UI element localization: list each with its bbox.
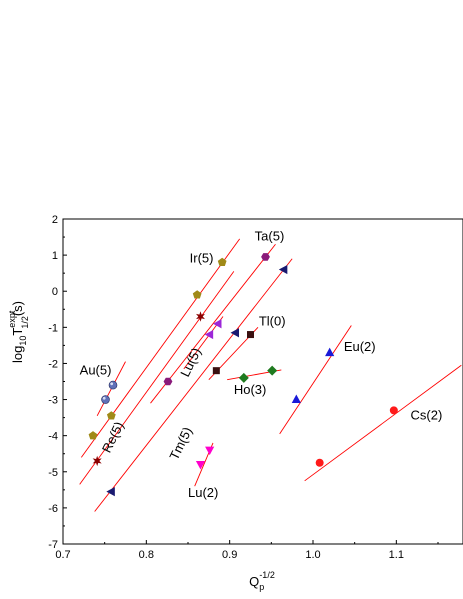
series-eu-2 xyxy=(291,347,335,404)
point-tl-0 xyxy=(247,331,254,339)
label-eu-2: Eu(2) xyxy=(344,339,376,354)
series-au-5 xyxy=(101,380,118,404)
y-tick-label: 1 xyxy=(52,250,58,262)
series-ta-5 xyxy=(163,253,270,386)
x-axis-title-sub: p xyxy=(259,582,264,592)
label-lu-2: Lu(2) xyxy=(188,485,218,500)
point-eu-2 xyxy=(325,347,335,357)
series-tm-5 xyxy=(204,319,222,340)
label-tm-5: Tm(5) xyxy=(166,425,195,463)
point-tl-0 xyxy=(212,367,220,375)
point-re-5 xyxy=(196,311,205,322)
label-lu-5: Lu(5) xyxy=(177,345,204,379)
series-ho-3 xyxy=(238,365,278,383)
point-ir-5 xyxy=(88,431,98,440)
series-lu-2 xyxy=(195,446,215,470)
point-lu-5 xyxy=(230,328,239,338)
label-cs-2: Cs(2) xyxy=(411,407,443,422)
label-au-5: Au(5) xyxy=(80,362,112,377)
y-axis-title: log10Texpt 1/2(s) xyxy=(7,301,30,363)
y-tick-label: -4 xyxy=(48,431,58,443)
label-ta-5: Ta(5) xyxy=(255,229,285,244)
fit-line-lu-5 xyxy=(94,258,293,512)
series-lu-5 xyxy=(106,264,288,497)
y-axis: -7 -6 -5 -4 -3 -2 -1 0 1 2 xyxy=(48,214,67,551)
x-axis-title-sup: -1/2 xyxy=(259,570,275,580)
fit-lines xyxy=(79,238,462,512)
point-au-5 xyxy=(108,380,118,390)
point-ir-5 xyxy=(192,290,202,299)
point-ir-5 xyxy=(217,257,227,267)
series-cs-2 xyxy=(315,406,398,467)
point-cs-2 xyxy=(315,458,324,467)
point-tm-5 xyxy=(213,319,222,329)
y-tick-label: -3 xyxy=(48,395,58,407)
y-tick-label: -7 xyxy=(48,539,58,551)
x-tick-label: 0.7 xyxy=(55,549,70,561)
point-lu-2 xyxy=(195,461,206,470)
series-tl-0 xyxy=(212,331,254,375)
x-tick-label: 1.0 xyxy=(305,549,320,561)
point-ho-3 xyxy=(267,365,278,376)
fit-line-eu-2 xyxy=(279,325,352,435)
fit-line-cs-2 xyxy=(304,364,462,482)
x-axis: 0.7 0.8 0.9 1.0 1.1 xyxy=(55,540,439,561)
y-tick-label: -1 xyxy=(48,322,58,334)
label-ir-5: Ir(5) xyxy=(190,250,214,265)
label-re-5: Re(5) xyxy=(99,419,127,455)
point-ta-5 xyxy=(261,253,270,261)
fit-line-re-5 xyxy=(79,271,235,485)
fit-line-ta-5 xyxy=(150,243,276,404)
series-re-5 xyxy=(92,311,205,467)
point-tm-5 xyxy=(204,329,214,340)
y-axis-title-sub: 1/2 xyxy=(20,316,30,329)
series-annotations: Au(5) Ir(5) Ta(5) Re(5) Lu(5) Tm(5) Tl(0) Ho(3)… xyxy=(80,229,443,500)
point-cs-2 xyxy=(389,406,398,415)
y-tick-label: -6 xyxy=(48,503,58,515)
y-axis-title-sup: expt xyxy=(7,310,17,328)
fit-line-ir-5 xyxy=(80,238,241,458)
point-ir-5 xyxy=(106,411,116,420)
x-tick-label: 1.1 xyxy=(389,549,404,561)
y-axis-title-pre: log xyxy=(10,346,25,363)
x-axis-title-base: Q xyxy=(249,574,259,589)
label-tl-0: Tl(0) xyxy=(259,314,286,329)
data-markers xyxy=(88,253,398,497)
y-tick-label: 0 xyxy=(52,286,58,298)
point-eu-2 xyxy=(291,394,301,404)
point-ta-5 xyxy=(163,377,173,386)
y-axis-title-pre-sub: 10 xyxy=(18,336,28,346)
point-au-5-highlight xyxy=(110,382,114,386)
series-ir-5 xyxy=(88,257,227,440)
label-ho-3: Ho(3) xyxy=(234,382,267,397)
x-tick-label: 0.8 xyxy=(139,549,154,561)
y-tick-label: 2 xyxy=(52,214,58,226)
x-tick-label: 0.9 xyxy=(222,549,237,561)
point-lu-2 xyxy=(205,446,215,456)
point-lu-5 xyxy=(106,487,115,497)
y-axis-title-post: (s) xyxy=(10,301,25,316)
y-axis-title-main: T xyxy=(10,328,25,336)
y-tick-label: -5 xyxy=(48,467,58,479)
point-lu-5 xyxy=(278,264,288,275)
x-axis-title: Qp -1/2 xyxy=(249,570,275,592)
point-re-5 xyxy=(92,455,102,467)
point-au-5 xyxy=(101,395,110,404)
point-ho-3 xyxy=(238,372,249,383)
point-au-5-highlight xyxy=(102,396,106,400)
y-tick-label: -2 xyxy=(48,358,58,370)
